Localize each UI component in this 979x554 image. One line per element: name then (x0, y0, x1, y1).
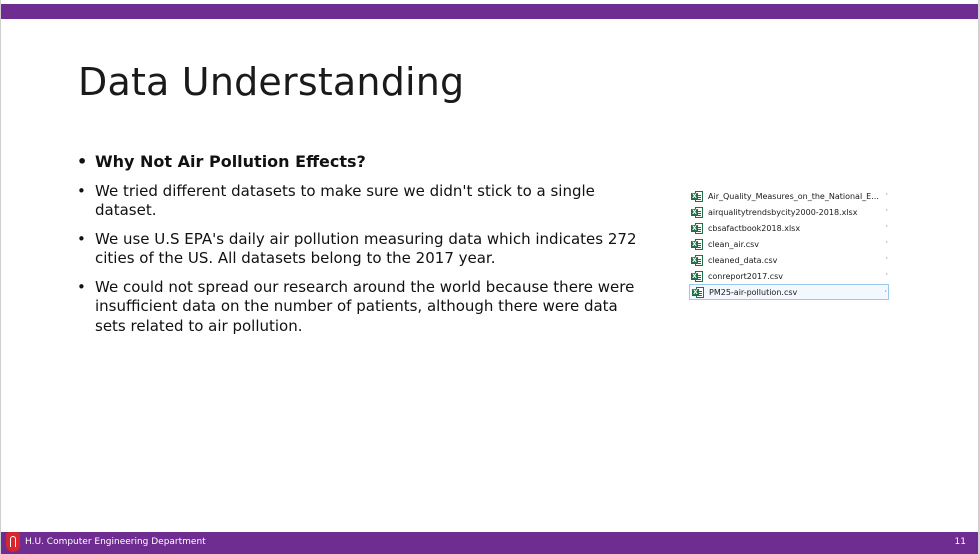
file-row: X clean_air.csv · (689, 236, 889, 252)
file-name: clean_air.csv (708, 239, 760, 249)
excel-file-icon: X (691, 254, 703, 266)
excel-file-icon: X (691, 270, 703, 282)
bullet-text: We tried different datasets to make sure… (95, 181, 595, 220)
bullet-dot: • (77, 152, 88, 171)
bullet-item: • We use U.S EPA's daily air pollution m… (77, 230, 637, 269)
file-row-tail: · (885, 222, 888, 231)
file-row-tail: · (885, 254, 888, 263)
file-row: X conreport2017.csv · (689, 268, 889, 284)
file-row: X airqualitytrendsbycity2000-2018.xlsx · (689, 204, 889, 220)
file-row: X Air_Quality_Measures_on_the_National_E… (689, 188, 889, 204)
bullet-item: • Why Not Air Pollution Effects? (77, 152, 637, 172)
bullet-dot: • (77, 181, 86, 200)
file-row-tail: · (885, 206, 888, 215)
bullet-text: Why Not Air Pollution Effects? (95, 152, 366, 171)
file-list-screenshot: X Air_Quality_Measures_on_the_National_E… (689, 188, 889, 300)
excel-file-icon: X (691, 222, 703, 234)
file-row-tail: · (885, 238, 888, 247)
bullet-item: • We tried different datasets to make su… (77, 182, 637, 221)
top-accent-bar (1, 4, 978, 19)
excel-file-icon: X (691, 190, 703, 202)
file-row-selected: X PM25-air-pollution.csv · (689, 284, 889, 300)
file-name: Air_Quality_Measures_on_the_National_E..… (708, 191, 879, 201)
slide-title: Data Understanding (78, 60, 465, 104)
file-name: PM25-air-pollution.csv (709, 287, 798, 297)
file-row-tail: · (885, 190, 888, 199)
file-name: conreport2017.csv (708, 271, 783, 281)
bullet-text: We could not spread our research around … (95, 277, 635, 335)
excel-file-icon: X (691, 206, 703, 218)
bullet-list: • Why Not Air Pollution Effects? • We tr… (77, 152, 637, 345)
bullet-dot: • (77, 277, 86, 296)
page-number: 11 (954, 537, 966, 547)
bullet-dot: • (77, 229, 86, 248)
file-row-tail: · (885, 270, 888, 279)
file-name: cbsafactbook2018.xlsx (708, 223, 801, 233)
file-row: X cleaned_data.csv · (689, 252, 889, 268)
footer-department: H.U. Computer Engineering Department (25, 537, 206, 547)
file-row-tail: · (884, 287, 887, 296)
university-logo-icon (6, 532, 20, 552)
bullet-item: • We could not spread our research aroun… (77, 278, 637, 337)
file-name: cleaned_data.csv (708, 255, 778, 265)
bullet-text: We use U.S EPA's daily air pollution mea… (95, 229, 637, 268)
excel-file-icon: X (691, 238, 703, 250)
excel-file-icon: X (692, 286, 704, 298)
file-name: airqualitytrendsbycity2000-2018.xlsx (708, 207, 858, 217)
footer-bar: H.U. Computer Engineering Department 11 (1, 532, 978, 554)
file-row: X cbsafactbook2018.xlsx · (689, 220, 889, 236)
